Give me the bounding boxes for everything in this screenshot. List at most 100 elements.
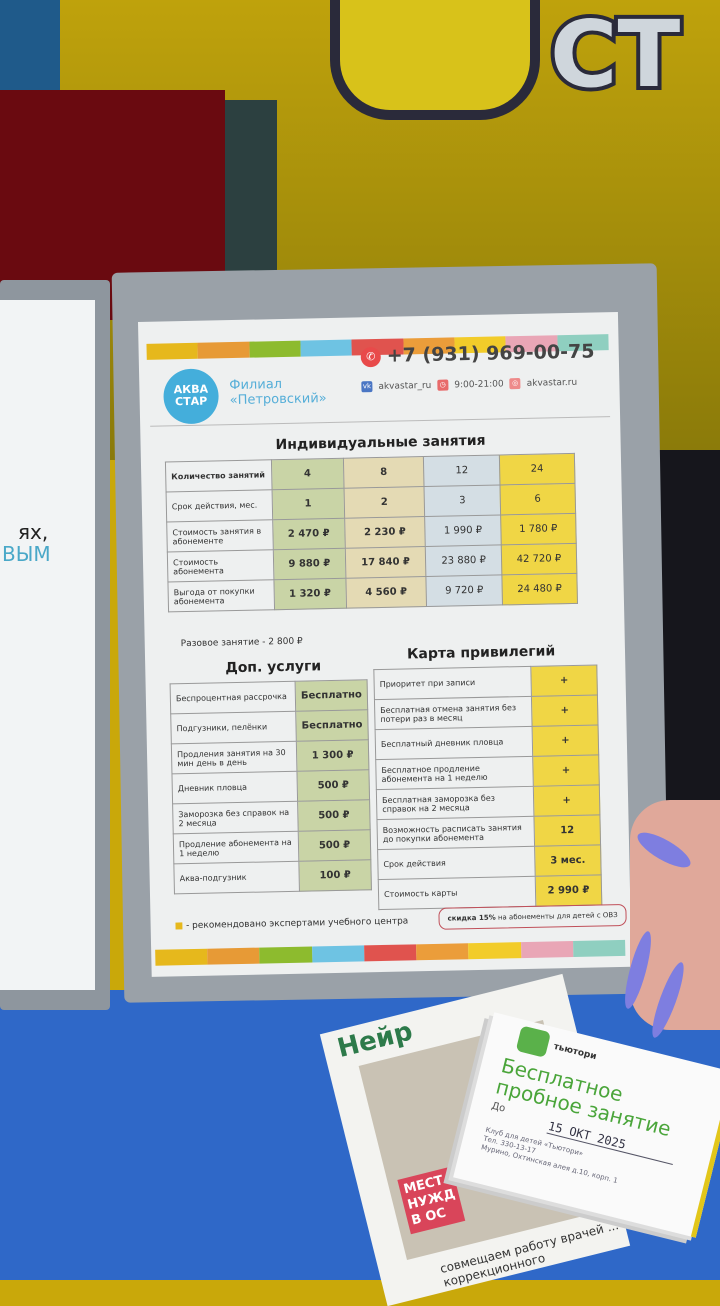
- price-cell: 1 320 ₽: [273, 578, 347, 610]
- privilege-value: +: [532, 754, 600, 787]
- table-row: Приоритет при записи +: [373, 664, 598, 700]
- price-cell: 1 780 ₽: [500, 513, 577, 545]
- price-cell: 12: [423, 454, 500, 487]
- stripe-segment: [416, 943, 469, 961]
- akvastar-logo: АКВА СТАР: [162, 368, 220, 425]
- stripe-segment: [249, 340, 301, 358]
- vk-icon: vk: [361, 381, 373, 393]
- stripe-segment: [197, 341, 250, 359]
- globe-icon: ◎: [509, 378, 521, 390]
- wall-sign-text: СТ: [546, 0, 684, 112]
- price-cell: 6: [499, 483, 576, 515]
- tutori-brand: тьютори: [552, 1041, 598, 1063]
- recommend-icon: ■: [174, 921, 187, 932]
- vk-handle: akvastar_ru: [378, 380, 432, 392]
- recommend-note: ■ - рекомендовано экспертами учебного це…: [174, 916, 409, 932]
- table-row: Заморозка без справок на 2 месяца 500 ₽: [172, 799, 371, 834]
- color-stripe-bottom: [155, 939, 626, 966]
- service-label: Беспроцентная рассрочка: [170, 681, 296, 714]
- service-price: 500 ₽: [297, 769, 370, 802]
- table-row: Бесплатное продление абонемента на 1 нед…: [375, 754, 600, 790]
- left-page-text: ВЫМ: [2, 542, 51, 566]
- privilege-value: +: [532, 724, 599, 757]
- price-cell: 2 230 ₽: [344, 516, 426, 549]
- stripe-segment: [520, 941, 574, 959]
- price-cell: 9 720 ₽: [426, 574, 503, 607]
- website: akvastar.ru: [526, 377, 578, 389]
- table-row: Беспроцентная рассрочка Бесплатно: [170, 679, 368, 714]
- table-row: Бесплатная заморозка без справок на 2 ме…: [376, 784, 600, 820]
- phone-icon: ✆: [360, 346, 381, 367]
- table-row: Продление абонемента на 1 неделю 500 ₽: [173, 829, 371, 864]
- left-page-text: ях,: [18, 520, 49, 544]
- privilege-value: 3 мес.: [534, 844, 602, 877]
- price-cell: 42 720 ₽: [500, 543, 577, 575]
- table-row: Срок действия 3 мес.: [377, 844, 602, 880]
- service-label: Подгузники, пелёнки: [170, 711, 297, 744]
- service-label: Продление абонемента на 1 неделю: [173, 831, 299, 864]
- phone-number[interactable]: ✆ +7 (931) 969-00-75: [360, 340, 595, 367]
- privilege-card-title: Карта привилегий: [406, 643, 556, 663]
- service-price: 100 ₽: [298, 859, 372, 892]
- price-sheet: АКВА СТАР Филиал «Петровский» ✆ +7 (931) 96…: [138, 311, 632, 977]
- single-lesson-price: Разовое занятие - 2 800 ₽: [180, 636, 303, 650]
- service-label: Аква-подгузник: [173, 861, 300, 894]
- service-price: 1 300 ₽: [296, 739, 369, 772]
- privilege-value: +: [531, 694, 599, 727]
- privilege-value: +: [533, 784, 600, 817]
- individual-title: Индивидуальные занятия: [275, 432, 486, 454]
- table-row: Аква-подгузник 100 ₽: [173, 859, 372, 894]
- service-price: Бесплатно: [295, 709, 369, 742]
- privilege-card-table: Приоритет при записи + Бесплатная отмена з…: [373, 664, 602, 910]
- until-label: До: [490, 1100, 507, 1115]
- extra-services-title: Доп. услуги: [225, 658, 322, 677]
- table-row: Бесплатная отмена занятия без потери раз…: [374, 694, 599, 730]
- privilege-value: +: [530, 664, 598, 697]
- individual-price-table: Количество занятий 4 8 12 24 Срок действия, м…: [165, 453, 578, 613]
- service-label: Дневник пловца: [171, 771, 298, 804]
- stripe-segment: [311, 945, 365, 963]
- price-cell: 4: [271, 458, 344, 490]
- privilege-value: 12: [533, 814, 601, 847]
- clock-icon: ◷: [437, 379, 449, 391]
- service-label: Заморозка без справок на 2 месяца: [172, 801, 299, 834]
- stripe-segment: [155, 948, 208, 966]
- price-cell: 3: [424, 484, 501, 517]
- service-price: 500 ₽: [297, 799, 371, 832]
- stripe-segment: [259, 946, 313, 964]
- privilege-label: Приоритет при записи: [373, 666, 532, 700]
- discount-badge: скидка 15% на абонементы для детей с ОВЗ: [438, 903, 627, 930]
- service-price: Бесплатно: [295, 679, 368, 712]
- hours: 9:00-21:00: [454, 378, 504, 390]
- row-label: Стоимость занятия в абонементе: [166, 519, 274, 552]
- stripe-segment: [146, 342, 199, 360]
- extra-services-table: Беспроцентная рассрочка Бесплатно Подгузни…: [170, 679, 372, 894]
- table-row: Подгузники, пелёнки Бесплатно: [170, 709, 369, 744]
- price-cell: 9 880 ₽: [273, 548, 346, 580]
- privilege-label: Бесплатная заморозка без справок на 2 ме…: [376, 786, 534, 820]
- price-cell: 1: [272, 488, 345, 520]
- table-row: Возможность расписать занятия до покупки…: [376, 814, 601, 850]
- price-cell: 1 990 ₽: [425, 514, 501, 547]
- privilege-label: Возможность расписать занятия до покупки…: [376, 816, 535, 850]
- table-row: Продления занятия на 30 мин день в день 1…: [171, 739, 369, 774]
- service-price: 500 ₽: [298, 829, 371, 862]
- table-row: Бесплатный дневник пловца +: [375, 724, 599, 760]
- left-page: [0, 300, 95, 990]
- stripe-segment: [572, 939, 626, 958]
- stripe-segment: [363, 944, 417, 962]
- price-cell: 24: [499, 453, 575, 485]
- branch-name: Филиал «Петровский»: [229, 376, 327, 409]
- privilege-label: Срок действия: [377, 846, 536, 880]
- mascot-sign: [330, 0, 540, 120]
- divider: [150, 416, 611, 427]
- stripe-segment: [468, 942, 521, 960]
- price-cell: 4 560 ₽: [345, 576, 427, 609]
- price-cell: 2 470 ₽: [272, 518, 345, 550]
- stripe-segment: [207, 947, 260, 965]
- row-label: Выгода от покупки абонемента: [167, 579, 275, 612]
- row-label: Срок действия, мес.: [166, 489, 273, 522]
- privilege-label: Бесплатное продление абонемента на 1 нед…: [375, 756, 534, 790]
- service-label: Продления занятия на 30 мин день в день: [171, 741, 298, 774]
- price-cell: 8: [342, 456, 425, 489]
